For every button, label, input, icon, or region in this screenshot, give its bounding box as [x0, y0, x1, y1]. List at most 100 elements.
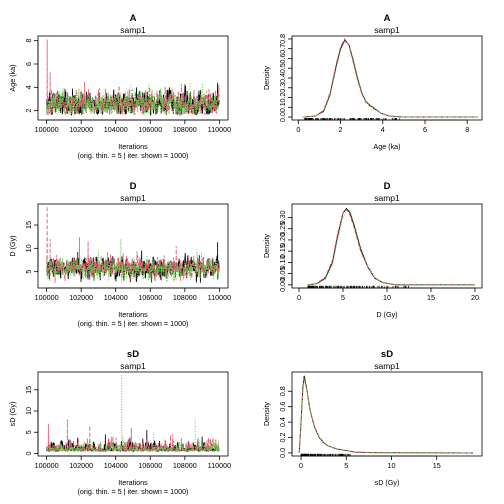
y-tick-label: 0.15 [278, 244, 287, 258]
chart-subtitle: samp1 [374, 25, 400, 35]
density-line-green [307, 210, 475, 286]
x-tick-label: 110000 [208, 125, 231, 134]
y-tick-label: 4 [24, 85, 33, 89]
density-line-green [302, 41, 478, 118]
x-tick-label: 100000 [35, 125, 59, 134]
x-tick-label: 10 [383, 293, 391, 302]
x-tick-label: 15 [433, 461, 441, 470]
x-axis-label: Iterations [118, 478, 148, 487]
x-tick-label: 106000 [138, 125, 162, 134]
y-tick-label: 0.4 [278, 417, 287, 427]
y-axis-label: Age (ka) [8, 64, 17, 91]
trace-line-green [46, 374, 220, 453]
x-tick-label: 4 [381, 125, 385, 134]
x-tick-label: 10 [388, 461, 396, 470]
x-tick-label: 5 [341, 293, 345, 302]
density-line-black [302, 39, 478, 118]
y-axis-label: D (Gy) [8, 235, 17, 256]
density-line-red [302, 38, 478, 118]
plot-area [46, 374, 220, 453]
x-tick-label: 104000 [104, 461, 128, 470]
x-tick-label: 104000 [104, 125, 128, 134]
chart-subtitle: samp1 [374, 193, 400, 203]
x-tick-label: 5 [344, 461, 348, 470]
x-axis: 0 2 4 6 8 Age (ka) [296, 119, 469, 151]
x-tick-label: 102000 [69, 293, 93, 302]
rug-marks [300, 453, 351, 456]
x-tick-label: 100000 [35, 461, 59, 470]
x-tick-label: 110000 [208, 293, 231, 302]
y-axis: 0.000.050.100.150.200.250.30 Density [262, 210, 293, 292]
rug-marks [307, 285, 409, 288]
density-line-black [307, 207, 475, 286]
x-axis: 100000 102000 104000 106000 108000 110000 Iter… [35, 119, 231, 160]
x-tick-label: 8 [465, 125, 469, 134]
x-axis-label: sD (Gy) [375, 478, 400, 487]
x-axis-sublabel: (orig. thin. = 5 | iter. shown = 1000) [78, 319, 189, 328]
y-axis: 0 5 10 15 sD (Gy) [8, 386, 39, 455]
x-axis-sublabel: (orig. thin. = 5 | iter. shown = 1000) [78, 487, 189, 496]
y-axis-label: sD (Gy) [8, 402, 17, 427]
plot-area [302, 38, 478, 120]
chart-subtitle: samp1 [120, 25, 146, 35]
x-tick-label: 6 [423, 125, 427, 134]
plot-frame [291, 35, 483, 121]
y-tick-label: 0.0 [278, 112, 287, 122]
x-axis: 0 5 10 15 sD (Gy) [299, 455, 441, 487]
y-tick-label: 5 [24, 430, 33, 434]
x-tick-label: 106000 [138, 293, 162, 302]
x-axis: 100000 102000 104000 106000 108000 110000 Iter… [35, 287, 231, 328]
y-tick-label: 15 [24, 386, 33, 394]
x-tick-label: 102000 [69, 125, 93, 134]
y-tick-label: 0.05 [278, 267, 287, 281]
y-tick-label: 0.20 [278, 233, 287, 247]
y-tick-label: 10 [24, 244, 33, 252]
y-tick-label: 0.2 [278, 93, 287, 103]
y-tick-label: 5 [24, 270, 33, 274]
y-axis-label: Density [262, 66, 271, 90]
y-tick-label: 0.10 [278, 255, 287, 269]
x-axis-sublabel: (orig. thin. = 5 | iter. shown = 1000) [78, 151, 189, 160]
y-axis: 2 4 6 8 Age (ka) [8, 39, 39, 113]
x-tick-label: 0 [299, 461, 303, 470]
y-tick-label: 0 [24, 451, 33, 455]
plot-frame [291, 371, 483, 457]
x-tick-label: 100000 [35, 293, 59, 302]
x-axis-label: D (Gy) [376, 310, 397, 319]
y-tick-label: 0.25 [278, 222, 287, 236]
x-tick-label: 110000 [208, 461, 231, 470]
y-axis-label: Density [262, 234, 271, 258]
plot-area [46, 206, 220, 283]
y-tick-label: 6 [24, 62, 33, 66]
x-tick-label: 0 [297, 293, 301, 302]
x-axis-label: Iterations [118, 142, 148, 151]
chart-subtitle: samp1 [120, 361, 146, 371]
x-tick-label: 102000 [69, 461, 93, 470]
y-tick-label: 8 [24, 39, 33, 43]
density-line-red [307, 208, 475, 286]
y-tick-label: 15 [24, 221, 33, 229]
density-line-green [298, 379, 473, 454]
y-tick-label: 0.6 [278, 402, 287, 412]
y-tick-label: 0.6 [278, 53, 287, 63]
x-axis-label: Age (ka) [373, 142, 400, 151]
y-tick-label: 0.0 [278, 448, 287, 458]
y-tick-label: 0.7 [278, 44, 287, 54]
chart-title: D [130, 181, 137, 192]
density-line-black [298, 375, 473, 454]
x-tick-label: 104000 [104, 293, 128, 302]
trace-line-green [46, 82, 220, 116]
chart-subtitle: samp1 [120, 193, 146, 203]
y-tick-label: 0.4 [278, 73, 287, 83]
plot-area [298, 375, 473, 456]
x-tick-label: 108000 [173, 461, 197, 470]
y-tick-label: 10 [24, 407, 33, 415]
x-tick-label: 108000 [173, 125, 197, 134]
